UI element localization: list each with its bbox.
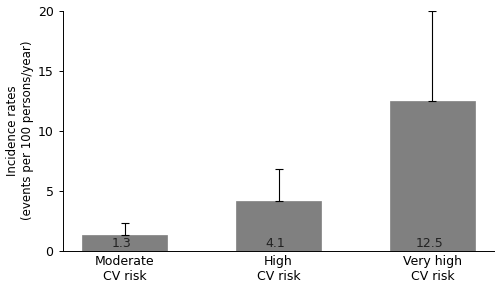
Bar xyxy=(82,235,167,251)
Y-axis label: Incidence rates
(events per 100 persons/year): Incidence rates (events per 100 persons/… xyxy=(6,41,34,220)
Text: 1.3: 1.3 xyxy=(112,237,132,250)
Text: 12.5: 12.5 xyxy=(416,237,444,250)
Text: 4.1: 4.1 xyxy=(266,237,285,250)
Bar xyxy=(236,201,321,251)
Bar xyxy=(390,101,475,251)
